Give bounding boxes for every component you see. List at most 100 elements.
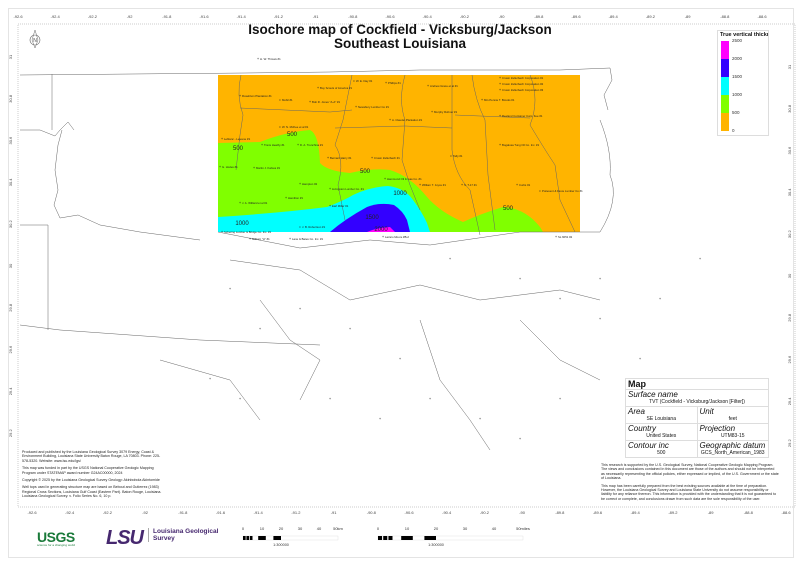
parish-boundary	[51, 74, 201, 241]
projection-label: Projection	[699, 424, 736, 433]
longitude-tick-label: -89.8	[534, 14, 544, 19]
well-label: Tally #1	[453, 154, 463, 158]
legend-level-label: 0	[732, 128, 735, 133]
parish-boundary	[235, 74, 244, 171]
longitude-tick-label: -92	[127, 14, 134, 19]
longitude-tick-label: -91.4	[254, 510, 264, 515]
well-label: Curtis #1	[519, 183, 531, 187]
well-label: Milburn "A" #1	[252, 237, 270, 241]
well-marker-icon: •	[299, 224, 301, 229]
parish-boundary	[19, 67, 613, 111]
scalebar-segment	[424, 536, 436, 540]
longitude-tick-label: -91.8	[162, 14, 172, 19]
map-title: Isochore map of Cockfield - Vicksburg/Ja…	[248, 22, 552, 37]
scalebar-km: 0 10 20 30 40 50km 1:300000	[242, 526, 344, 547]
well-label: Hamilton #1	[288, 196, 303, 200]
contour-label: 500	[233, 146, 244, 152]
latitude-tick-label: 29.2	[787, 439, 792, 448]
contour-inc-value: 500	[657, 450, 666, 456]
well-marker-icon: +	[429, 396, 432, 401]
well-marker-icon: +	[499, 113, 502, 118]
well-label: Earl Miller #1	[332, 204, 349, 208]
well-marker-icon: +	[639, 356, 642, 361]
latitude-tick-label: 29.2	[8, 429, 13, 438]
unit-label: Unit	[699, 407, 714, 416]
longitude-tick-label: -90.8	[348, 14, 358, 19]
well-marker-icon: +	[253, 165, 256, 170]
longitude-tick-label: -91.2	[291, 510, 301, 515]
scalebar-tick-label: 0	[242, 526, 245, 531]
credits-notes: Produced and published by the Louisiana …	[22, 450, 167, 502]
scalebar-ratio: 1:300000	[428, 543, 444, 547]
contour-inc-label: Contour inc	[628, 441, 669, 450]
longitude-tick-label: -90.4	[442, 510, 452, 515]
parish-boundary	[599, 119, 614, 233]
parish-boundary	[217, 231, 600, 249]
scalebar-segment	[388, 536, 393, 540]
well-marker-icon: +	[349, 326, 352, 331]
parish-boundary	[471, 74, 496, 231]
parish-boundary	[401, 74, 421, 211]
longitude-tick-label: -89.8	[555, 510, 565, 515]
well-label: H. W. Throws #1	[260, 57, 281, 61]
longitude-tick-label: -92.6	[27, 510, 37, 515]
datum-label: Geographic datum	[699, 441, 766, 450]
longitude-tick-label: -90.6	[385, 14, 395, 19]
well-label: W. N. McKee et al #1	[282, 125, 309, 129]
well-label: S. T-17 #1	[464, 183, 477, 187]
legend-swatch	[721, 113, 729, 131]
well-marker-icon: +	[659, 296, 662, 301]
scalebar-tick-label: 50km	[333, 526, 343, 531]
well-marker-icon: +	[309, 99, 312, 104]
well-label: Bernard Harry #1	[330, 156, 352, 160]
well-marker-icon: •	[450, 153, 452, 158]
well-label: SL 6051 #2	[558, 235, 573, 239]
scalebar-miles: 0 10 20 30 40 50miles 1:300000	[377, 526, 530, 547]
well-label: D. A. Trenchina #1	[300, 143, 323, 147]
area-label: Area	[628, 407, 645, 416]
well-label: Crown Zellerbach #1	[374, 156, 400, 160]
well-label: Trans Heathy #1	[264, 143, 285, 147]
parish-boundaries	[19, 67, 614, 451]
well-label: Roseblum Plantation #1	[242, 94, 272, 98]
area-value: SE Louisiana	[646, 416, 676, 422]
longitude-tick-label: -89.2	[668, 510, 678, 515]
latitude-tick-label: 29.8	[787, 313, 792, 322]
well-marker-icon: +	[371, 155, 374, 160]
well-marker-icon: +	[519, 276, 522, 281]
longitude-tick-label: -91.2	[274, 14, 284, 19]
well-label: Hammond Oil & Gas Co. #1	[387, 177, 422, 181]
well-label: Livingston Lumber Co. #1	[332, 187, 364, 191]
map-subtitle: Southeast Louisiana	[333, 36, 467, 51]
well-marker-icon: +	[419, 182, 422, 187]
scalebar-ratio: 1:300000	[273, 543, 289, 547]
projection-value: UTM83-15	[720, 433, 745, 439]
scalebar-tick-label: 20	[434, 526, 439, 531]
lsu-logo: LSU	[106, 527, 144, 549]
contour-label: 500	[360, 169, 371, 175]
surface-name-label: Surface name	[628, 390, 678, 399]
scalebar-segment	[401, 536, 413, 540]
latitude-tick-label: 30.4	[787, 188, 792, 197]
well-marker-icon: •	[539, 188, 541, 193]
info-heading: Map	[626, 379, 768, 390]
well-marker-icon: +	[481, 97, 484, 102]
well-marker-icon: +	[259, 326, 262, 331]
well-marker-icon: +	[239, 200, 242, 205]
well-marker-icon: +	[379, 416, 382, 421]
well-label: Andrew Grace et al #1	[430, 84, 458, 88]
well-marker-icon: +	[499, 81, 502, 86]
well-marker-icon: +	[221, 229, 224, 234]
latitude-tick-label: 30.8	[787, 104, 792, 113]
well-label: Poitevent & Favre Lumber Co #1	[542, 189, 583, 193]
longitude-tick-label: -89.2	[646, 14, 656, 19]
parish-boundary	[451, 75, 481, 236]
scalebar-tick-label: 20	[279, 526, 284, 531]
thickness-legend: True vertical thickness 2500 2000 1500 1000…	[717, 30, 769, 136]
contour-label: 1000	[393, 191, 407, 197]
latitude-ticks-left: 31 30.8 30.6 30.4 30.2 30 29.8 29.6 29.4 29.2	[8, 54, 13, 437]
parish-boundary	[19, 224, 321, 346]
well-label: Bogalusa Tung Oil Co. Inc. #1	[502, 143, 540, 147]
latitude-tick-label: 29.8	[8, 303, 13, 312]
parish-boundary	[159, 319, 601, 421]
